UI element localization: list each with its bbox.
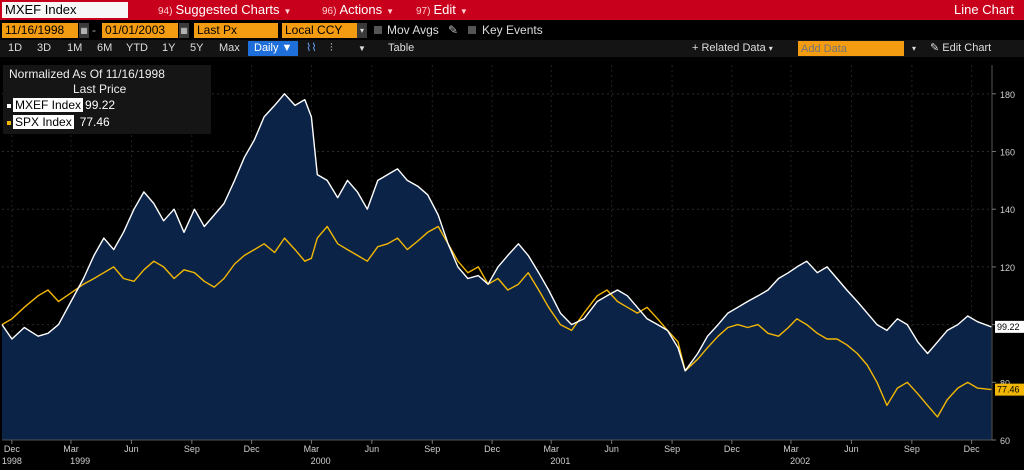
x-tick-label: Dec (484, 444, 501, 454)
edit-chart-button[interactable]: ✎ Edit Chart (930, 42, 992, 54)
table-button[interactable]: Table (388, 42, 415, 54)
x-tick-label: Mar (543, 444, 559, 454)
y-tick-label: 160 (1000, 148, 1015, 158)
legend-entry-spx[interactable]: SPX Index 77.46 (7, 115, 110, 129)
x-year-label: 1998 (2, 456, 22, 466)
menu-edit[interactable]: 97) Edit ▼ (416, 0, 468, 20)
legend-title: Normalized As Of 11/16/1998 (9, 67, 165, 81)
key-events-label: Key Events (482, 23, 543, 37)
chevron-down-icon[interactable]: ▾ (357, 23, 367, 38)
range-bar: 1D 3D 1M 6M YTD 1Y 5Y Max Daily ▼ ⌇⌇ ⫶ ▼… (0, 40, 1024, 57)
series-line-mxef-index (1, 93, 992, 372)
legend-subtitle: Last Price (73, 82, 127, 96)
start-date-field[interactable]: 11/16/1998 (2, 23, 78, 38)
chart-type-title: Line Chart (954, 2, 1014, 17)
key-events-checkbox[interactable] (468, 26, 476, 34)
menu-label: Suggested Charts (175, 2, 280, 17)
chevron-down-icon: ▼ (386, 7, 395, 16)
range-3d[interactable]: 3D (37, 42, 52, 54)
price-field-select[interactable]: Last Px (194, 23, 278, 38)
range-ytd[interactable]: YTD (126, 42, 148, 54)
line-chart: 608010012014016018099.2277.46DecMarJunSe… (1, 65, 1024, 466)
y-tick-label: 140 (1000, 205, 1015, 215)
x-tick-label: Jun (124, 444, 139, 454)
pencil-icon[interactable]: ✎ (448, 23, 459, 37)
y-tick-label: 180 (1000, 90, 1015, 100)
range-1y[interactable]: 1Y (162, 42, 176, 54)
x-tick-label: Mar (304, 444, 320, 454)
edit-chart-label: Edit Chart (942, 42, 992, 54)
last-value-label: 77.46 (997, 385, 1020, 395)
x-tick-label: Mar (783, 444, 799, 454)
chevron-down-icon[interactable]: ▾ (912, 44, 917, 53)
x-tick-label: Sep (904, 444, 920, 454)
legend-series-name: SPX Index (13, 115, 74, 129)
menu-suggested-charts[interactable]: 94) Suggested Charts ▼ (158, 0, 291, 20)
legend-entry-mxef[interactable]: MXEF Index 99.22 (7, 98, 115, 112)
x-tick-label: Jun (365, 444, 380, 454)
control-bar: 11/16/1998 ▦ - 01/01/2003 ▦ Last Px Loca… (0, 21, 1024, 40)
menu-number: 96) (322, 6, 337, 17)
ticker-field[interactable]: MXEF Index (2, 2, 128, 18)
menu-number: 94) (158, 6, 173, 17)
menu-label: Edit (433, 2, 456, 17)
x-year-label: 2002 (790, 456, 810, 466)
range-5y[interactable]: 5Y (190, 42, 204, 54)
legend-series-value: 99.22 (85, 98, 116, 112)
mxef-area-fill (2, 93, 992, 441)
chart-legend: Normalized As Of 11/16/1998 Last Price M… (3, 65, 211, 134)
y-tick-label: 60 (1000, 436, 1010, 446)
range-1m[interactable]: 1M (67, 42, 83, 54)
x-year-label: 2001 (550, 456, 570, 466)
chevron-down-icon[interactable]: ▼ (358, 44, 366, 53)
legend-series-name: MXEF Index (13, 98, 84, 112)
last-value-marker (995, 383, 1024, 396)
x-year-label: 2000 (311, 456, 331, 466)
range-max[interactable]: Max (219, 42, 240, 54)
calendar-icon[interactable]: ▦ (79, 23, 89, 38)
x-tick-label: Jun (604, 444, 619, 454)
series-line-spx-index (1, 225, 992, 418)
chevron-down-icon: ▼ (283, 7, 292, 16)
x-tick-label: Dec (244, 444, 261, 454)
range-1d[interactable]: 1D (8, 42, 23, 54)
menu-actions[interactable]: 96) Actions ▼ (322, 0, 394, 20)
x-tick-label: Mar (63, 444, 79, 454)
x-tick-label: Sep (424, 444, 440, 454)
range-6m[interactable]: 6M (97, 42, 113, 54)
related-data-label: + Related Data (692, 42, 766, 54)
date-separator: - (92, 23, 96, 37)
add-data-input[interactable] (798, 41, 904, 56)
chevron-down-icon: ▾ (768, 44, 773, 53)
menu-label: Actions (339, 2, 383, 17)
x-tick-label: Sep (664, 444, 680, 454)
chevron-down-icon: ▼ (459, 7, 468, 16)
last-value-marker (995, 320, 1024, 333)
x-tick-label: Dec (964, 444, 981, 454)
frequency-select[interactable]: Daily ▼ (248, 41, 299, 56)
end-date-field[interactable]: 01/01/2003 (102, 23, 178, 38)
bar-type-icon[interactable]: ⫶ (330, 42, 333, 54)
mov-avgs-label: Mov Avgs (387, 23, 439, 37)
legend-swatch (7, 103, 11, 108)
line-chart-icon[interactable]: ⌇⌇ (306, 42, 317, 54)
x-tick-label: Jun (844, 444, 859, 454)
last-value-label: 99.22 (997, 322, 1020, 332)
x-tick-label: Sep (184, 444, 200, 454)
frequency-label: Daily (254, 42, 279, 54)
mov-avgs-checkbox[interactable] (374, 26, 382, 34)
x-tick-label: Dec (4, 444, 21, 454)
menu-number: 97) (416, 6, 431, 17)
calendar-icon[interactable]: ▦ (179, 23, 189, 38)
x-year-label: 1999 (70, 456, 90, 466)
top-bar: MXEF Index 94) Suggested Charts ▼ 96) Actio… (0, 0, 1024, 20)
related-data-button[interactable]: + Related Data ▾ (692, 41, 773, 56)
legend-swatch (7, 120, 11, 125)
y-tick-label: 120 (1000, 263, 1015, 273)
legend-series-value: 77.46 (79, 115, 110, 129)
y-tick-label: 80 (1000, 378, 1010, 388)
currency-select[interactable]: Local CCY (282, 23, 357, 38)
x-tick-label: Dec (724, 444, 741, 454)
